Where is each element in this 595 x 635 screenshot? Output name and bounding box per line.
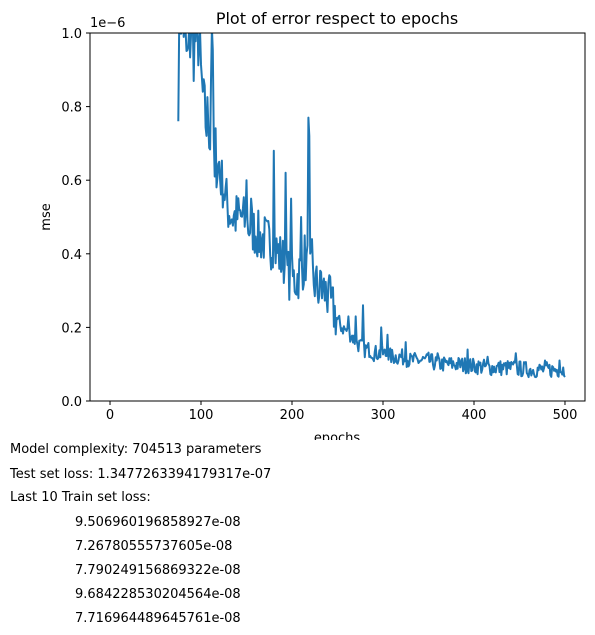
x-tick-label: 100 xyxy=(189,408,214,423)
series-line-mse xyxy=(177,33,566,379)
y-tick-label: 0.2 xyxy=(61,321,82,336)
train-loss-item: 9.506960196858927e-08 xyxy=(75,515,241,530)
train-loss-item: 9.684228530204564e-08 xyxy=(75,587,241,602)
line-chart: Plot of error respect to epochs 1e−6 mse… xyxy=(39,9,586,440)
x-axis-label: epochs xyxy=(314,431,361,440)
train-loss-header: Last 10 Train set loss: xyxy=(10,490,151,505)
x-tick-label: 300 xyxy=(371,408,396,423)
test-loss-text: Test set loss: 1.3477263394179317e-07 xyxy=(10,467,272,482)
y-tick-label: 0.4 xyxy=(61,248,82,263)
x-tick-label: 0 xyxy=(106,408,114,423)
y-tick-label: 0.6 xyxy=(61,174,82,189)
y-tick-label: 0.8 xyxy=(61,101,82,116)
x-tick-label: 200 xyxy=(280,408,305,423)
x-tick-label: 500 xyxy=(553,408,578,423)
train-loss-item: 7.716964489645761e-08 xyxy=(75,611,241,626)
y-tick-label: 1.0 xyxy=(61,27,82,42)
model-complexity-text: Model complexity: 704513 parameters xyxy=(10,442,262,457)
plot-frame xyxy=(89,32,586,402)
y-axis-label: mse xyxy=(39,203,54,230)
train-loss-item: 7.790249156869322e-08 xyxy=(75,563,241,578)
offset-label: 1e−6 xyxy=(90,16,125,31)
y-tick-label: 0.0 xyxy=(61,395,82,410)
train-loss-item: 7.26780555737605e-08 xyxy=(75,539,233,554)
x-tick-label: 400 xyxy=(462,408,487,423)
chart-title: Plot of error respect to epochs xyxy=(216,9,458,28)
